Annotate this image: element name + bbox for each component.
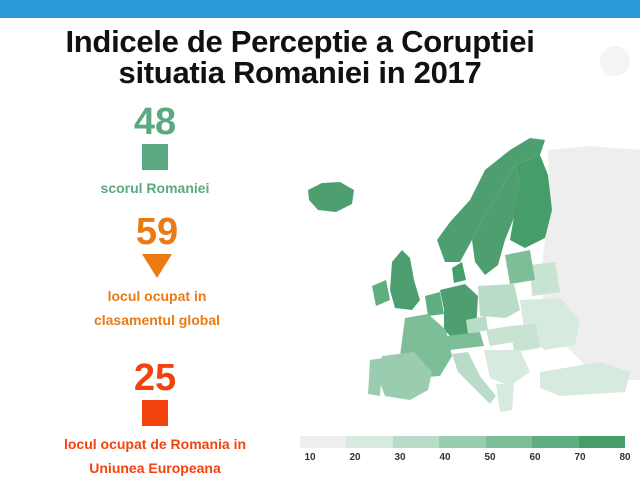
map-region-portugal: [368, 358, 383, 396]
legend-tick-label: 10: [304, 452, 316, 463]
legend-tick-label: 60: [529, 452, 541, 463]
map-region-norway: [437, 138, 545, 262]
legend-tick-label: 30: [394, 452, 406, 463]
square-icon: [142, 144, 168, 170]
legend-swatch: [300, 436, 347, 448]
legend-tick-label: 70: [574, 452, 586, 463]
global-rank-label-2: clasamentul global: [93, 312, 221, 328]
map-region-sweden: [472, 165, 520, 275]
score-stat: 48 scorul Romaniei: [60, 102, 250, 200]
title-line-1: Indicele de Perceptie a Coruptiei: [65, 24, 535, 59]
top-bar: [0, 0, 640, 18]
score-label: scorul Romaniei: [100, 180, 210, 196]
map-region-spain: [378, 352, 432, 400]
map-region-iceland: [308, 182, 354, 212]
square-icon: [142, 400, 168, 426]
legend-swatch: [346, 436, 393, 448]
map-region-benelux: [425, 292, 444, 316]
map-legend: 10 20 30 40 50 60 70 80: [300, 436, 632, 476]
legend-swatch: [485, 436, 533, 448]
down-triangle-icon: [142, 254, 172, 278]
global-rank-value: 59: [135, 211, 179, 253]
eu-rank-stat: 25 locul ocupat de Romania in Uniunea Eu…: [20, 358, 290, 480]
global-rank-label-1: locul ocupat in: [107, 288, 207, 304]
map-region-baltics: [505, 250, 535, 284]
map-region-ireland: [372, 280, 390, 306]
map-region-finland: [510, 155, 552, 248]
legend-tick-label: 20: [349, 452, 361, 463]
eu-rank-label-1: locul ocupat de Romania in: [63, 436, 247, 452]
europe-map: [308, 138, 640, 412]
map-region-greece: [496, 384, 514, 412]
legend-tick-label: 80: [619, 452, 631, 463]
share-icon[interactable]: [600, 46, 630, 76]
map-region-denmark: [452, 262, 466, 283]
map-region-hungary: [486, 326, 514, 346]
score-value: 48: [133, 101, 177, 143]
legend-swatch: [532, 436, 579, 448]
legend-swatch: [439, 436, 486, 448]
legend-swatch: [392, 436, 440, 448]
global-rank-stat: 59 locul ocupat in clasamentul global: [52, 212, 262, 332]
map-region-austria-ch: [446, 332, 484, 350]
legend-swatch: [578, 436, 625, 448]
map-region-czechia: [466, 316, 488, 334]
map-region-romania: [510, 324, 540, 352]
map-region-uk: [390, 250, 420, 310]
legend-tick-label: 50: [484, 452, 496, 463]
map-region-turkey: [540, 362, 630, 396]
map-region-poland: [478, 284, 520, 318]
title-line-2: situatia Romaniei in 2017: [118, 55, 482, 90]
eu-rank-label-2: Uniunea Europeana: [89, 460, 221, 476]
eu-rank-value: 25: [133, 357, 177, 399]
page-title: Indicele de Perceptie a Coruptiei situat…: [40, 26, 560, 88]
map-region-belarus: [530, 262, 560, 296]
legend-tick-label: 40: [439, 452, 451, 463]
map-region-balkans: [484, 350, 530, 386]
map-region-italy: [452, 352, 496, 404]
